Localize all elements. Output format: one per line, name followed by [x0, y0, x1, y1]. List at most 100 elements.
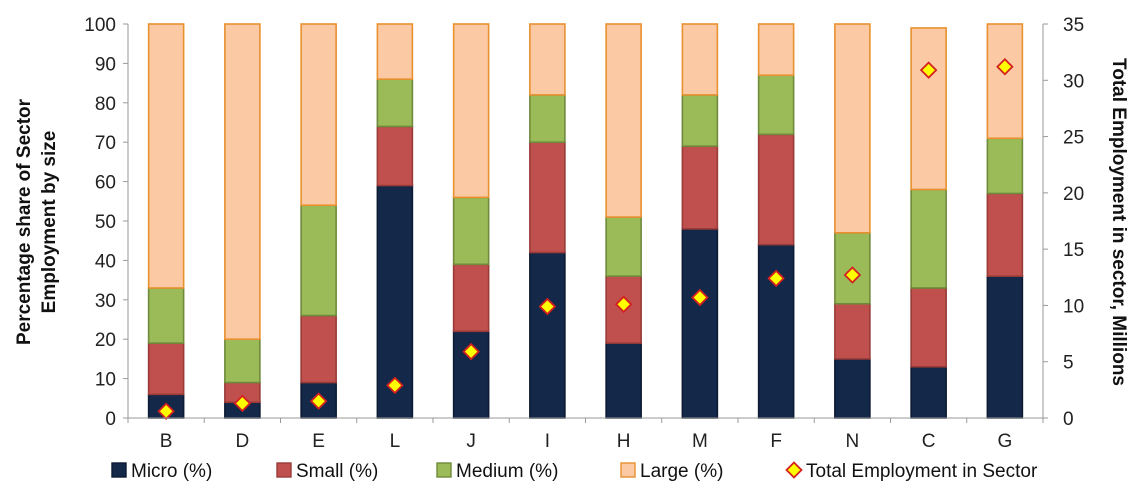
bar-m-series-2: [681, 94, 719, 147]
axes-layer: [123, 23, 1048, 423]
bar-g-series-3: [986, 23, 1024, 140]
bar-m-series-0: [681, 228, 719, 419]
right-tick-label-20: 20: [1063, 184, 1084, 205]
bar-l-series-2: [376, 78, 414, 128]
right-tick-label-30: 30: [1063, 71, 1084, 92]
x-tick-label-b: B: [160, 431, 173, 452]
legend-label-2: Medium (%): [456, 461, 558, 482]
legend-swatch-0: [111, 462, 127, 478]
marker-f: [767, 269, 785, 288]
legend-swatch-4: [785, 461, 803, 479]
right-tick-label-25: 25: [1063, 128, 1084, 149]
bar-m-series-1: [681, 145, 719, 230]
left-tick-label-40: 40: [95, 251, 116, 272]
bar-h-series-3: [605, 23, 642, 218]
x-tick-label-f: F: [770, 431, 782, 452]
legend-swatch-3: [620, 462, 636, 478]
marker-b: [157, 402, 175, 421]
legend-label-3: Large (%): [640, 461, 723, 482]
bar-b-series-1: [147, 342, 185, 396]
legend-label-0: Micro (%): [131, 461, 212, 482]
x-tick-label-e: E: [312, 431, 325, 452]
bar-g-series-1: [986, 192, 1024, 277]
y-axis-title-line-1: Percentage share of Sector: [14, 98, 35, 345]
bar-h-series-2: [605, 216, 642, 277]
legend-swatch-1: [276, 462, 292, 478]
left-tick-label-100: 100: [84, 15, 116, 36]
bar-f-series-1: [757, 133, 795, 246]
x-tick-label-d: D: [236, 431, 250, 452]
bar-n-series-1: [834, 302, 871, 360]
bar-g-series-0: [986, 275, 1024, 419]
x-tick-label-n: N: [846, 431, 860, 452]
right-tick-label-0: 0: [1063, 409, 1074, 430]
marker-l: [386, 376, 404, 395]
right-tick-label-35: 35: [1063, 15, 1084, 36]
x-tick-label-c: C: [922, 431, 936, 452]
left-tick-label-80: 80: [95, 94, 116, 115]
right-tick-label-5: 5: [1063, 353, 1074, 374]
bar-j-series-2: [452, 196, 490, 266]
marker-e: [309, 392, 328, 410]
left-tick-label-50: 50: [95, 212, 116, 233]
marker-m: [691, 288, 709, 307]
right-tick-label-10: 10: [1063, 296, 1084, 317]
bar-i-series-0: [529, 251, 566, 419]
left-tick-label-90: 90: [95, 54, 116, 75]
marker-j: [462, 342, 480, 361]
marker-h: [614, 295, 633, 314]
bar-f-series-2: [757, 74, 795, 136]
x-tick-label-j: J: [466, 431, 476, 452]
bar-e-series-3: [300, 23, 337, 207]
bar-h-series-0: [605, 342, 642, 419]
marker-i: [538, 297, 557, 316]
bar-i-series-2: [529, 94, 566, 143]
marker-c: [919, 61, 938, 79]
left-axis-ticks: 0 10 20 30 40 50 60 70 80 90 100: [84, 15, 116, 430]
bar-e-series-1: [300, 314, 337, 384]
bar-n-series-0: [834, 358, 871, 419]
bar-g-series-2: [986, 137, 1024, 195]
bar-c-series-0: [910, 365, 947, 419]
y2-axis-title: Total Employment in sector, Millions: [1108, 58, 1129, 386]
x-tick-label-i: I: [545, 431, 550, 452]
bar-d-series-3: [224, 23, 261, 341]
bar-l-series-3: [376, 23, 414, 80]
marker-g: [996, 58, 1014, 76]
bar-f-series-3: [757, 23, 795, 77]
left-tick-label-70: 70: [95, 133, 116, 154]
legend: Micro (%) Small (%) Medium (%) Large (%) Tot…: [111, 461, 1038, 482]
bar-c-series-2: [910, 188, 947, 289]
marker-n: [843, 266, 862, 284]
marker-d: [233, 394, 252, 413]
x-tick-label-l: L: [390, 431, 401, 452]
bar-b-series-3: [147, 23, 185, 289]
legend-label-1: Small (%): [296, 461, 378, 482]
bar-d-series-2: [224, 338, 261, 384]
x-tick-label-g: G: [997, 431, 1012, 452]
left-tick-label-60: 60: [95, 173, 116, 194]
x-tick-label-h: H: [617, 431, 631, 452]
bar-j-series-1: [452, 263, 490, 333]
bar-j-series-3: [452, 23, 490, 199]
bar-c-series-3: [910, 27, 947, 191]
x-tick-label-m: M: [692, 431, 708, 452]
bar-i-series-3: [529, 23, 566, 96]
bar-b-series-2: [147, 287, 185, 344]
bar-c-series-1: [910, 287, 947, 368]
right-axis-ticks: 0 5 10 15 20 25 30 35: [1063, 15, 1084, 430]
left-tick-label-10: 10: [95, 370, 116, 391]
legend-swatch-2: [436, 462, 452, 478]
markers-layer: [157, 58, 1014, 421]
bar-e-series-2: [300, 204, 337, 317]
bar-m-series-3: [681, 23, 719, 96]
bars-layer: [147, 23, 1024, 419]
bar-n-series-3: [834, 23, 871, 234]
bar-i-series-1: [529, 141, 566, 254]
left-tick-label-0: 0: [105, 409, 116, 430]
right-tick-label-15: 15: [1063, 240, 1084, 261]
left-tick-label-20: 20: [95, 330, 116, 351]
legend-label-4: Total Employment in Sector: [806, 461, 1038, 482]
